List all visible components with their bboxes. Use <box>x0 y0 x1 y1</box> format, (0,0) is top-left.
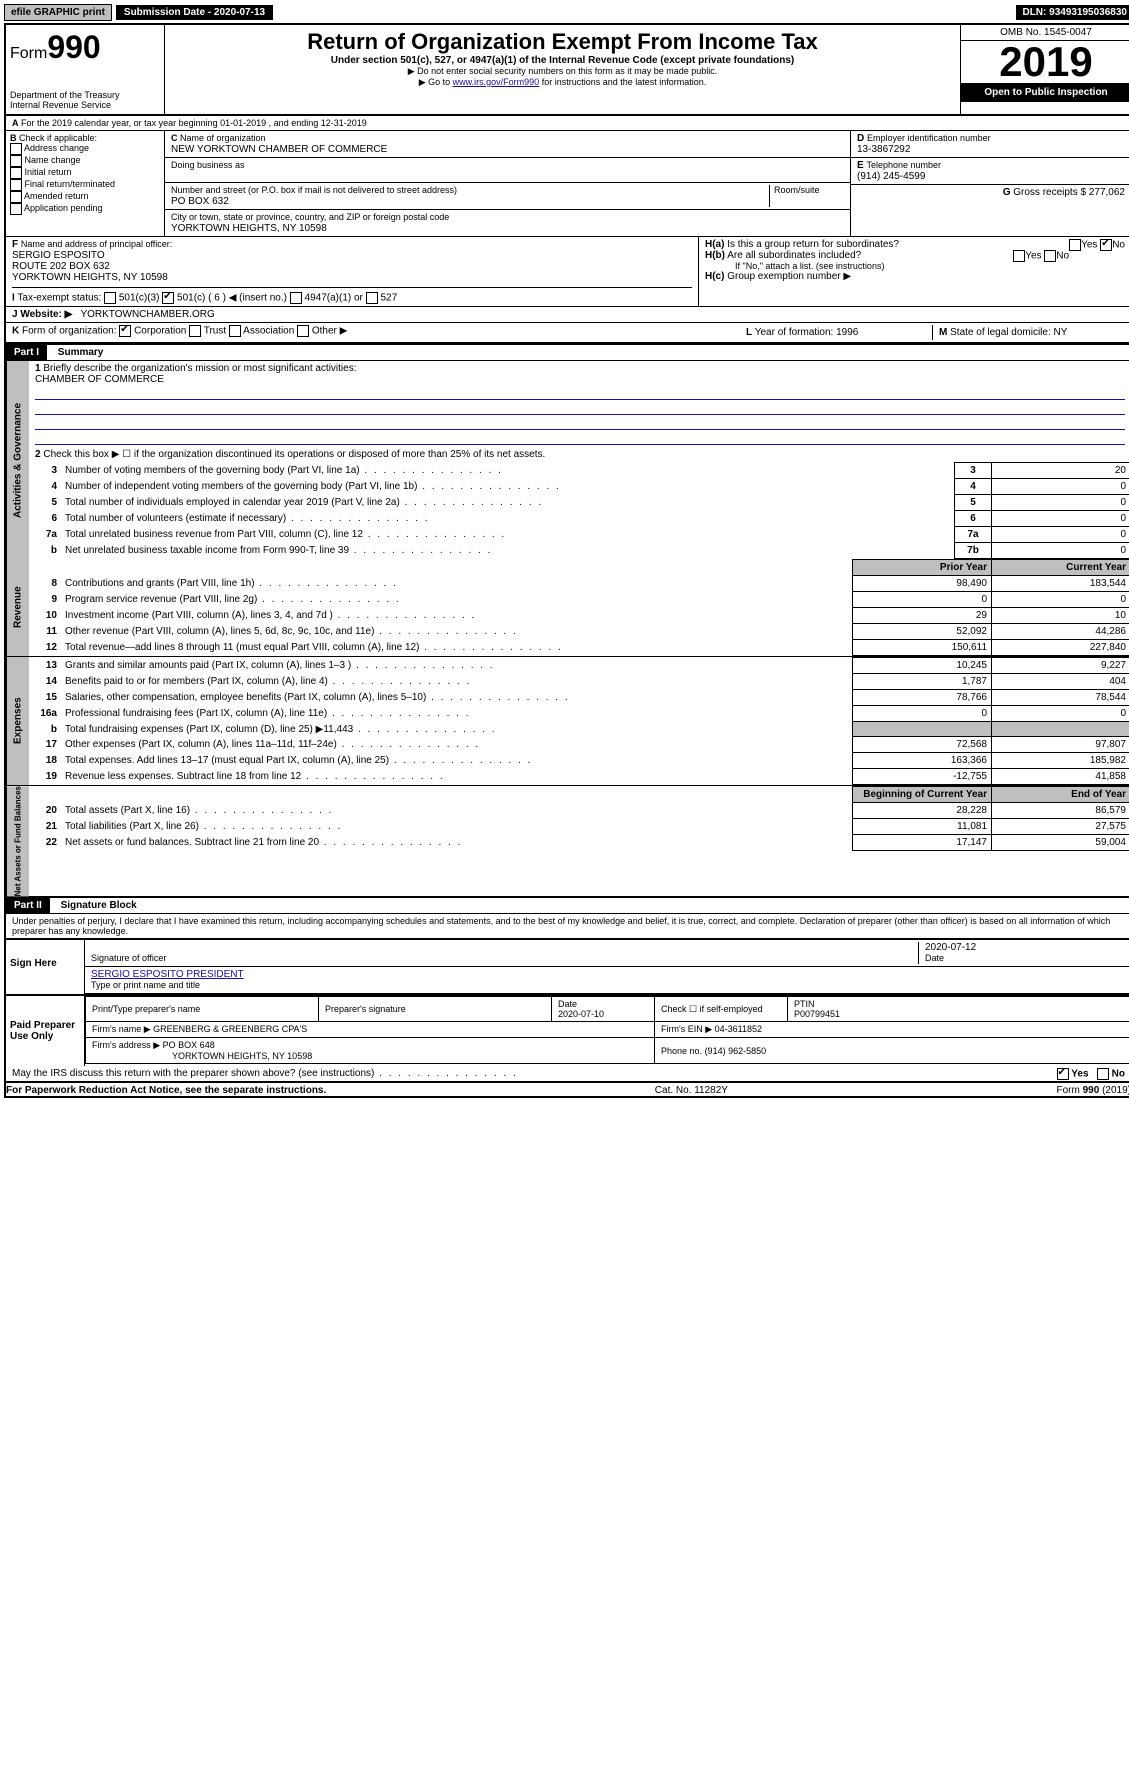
line-i: I Tax-exempt status: 501(c)(3) 501(c) ( … <box>12 287 692 304</box>
tab-revenue: Revenue <box>6 559 29 656</box>
org-city: YORKTOWN HEIGHTS, NY 10598 <box>171 223 327 234</box>
dln: DLN: 93493195036830 <box>1016 5 1129 20</box>
table-row: 11Other revenue (Part VIII, column (A), … <box>29 624 1129 640</box>
state-domicile: NY <box>1054 327 1068 338</box>
table-row: 16aProfessional fundraising fees (Part I… <box>29 706 1129 722</box>
tab-netassets: Net Assets or Fund Balances <box>6 786 29 896</box>
goto-note: ▶ Go to www.irs.gov/Form990 for instruct… <box>173 77 952 88</box>
table-row: bNet unrelated business taxable income f… <box>29 543 1129 559</box>
table-row: 21Total liabilities (Part X, line 26)11,… <box>29 819 1129 835</box>
part1-revenue: Revenue Prior YearCurrent Year 8Contribu… <box>6 559 1129 657</box>
table-row: 9Program service revenue (Part VIII, lin… <box>29 592 1129 608</box>
table-row: 7aTotal unrelated business revenue from … <box>29 527 1129 543</box>
sign-here-block: Sign Here Signature of officer 2020-07-1… <box>6 938 1129 994</box>
table-row: 5Total number of individuals employed in… <box>29 495 1129 511</box>
line-j: J Website: ▶ YORKTOWNCHAMBER.ORG <box>6 307 1129 323</box>
checkbox[interactable] <box>10 155 22 167</box>
firm-ein: 04-3611852 <box>715 1024 762 1034</box>
form-footer: For Paperwork Reduction Act Notice, see … <box>6 1082 1129 1096</box>
officer-addr1: ROUTE 202 BOX 632 <box>12 261 110 272</box>
firm-addr1: PO BOX 648 <box>163 1040 215 1050</box>
paid-preparer-label: Paid Preparer Use Only <box>6 996 85 1066</box>
ein: 13-3867292 <box>857 144 910 155</box>
ssn-note: ▶ Do not enter social security numbers o… <box>173 66 952 77</box>
table-row: 22Net assets or fund balances. Subtract … <box>29 835 1129 851</box>
table-row: bTotal fundraising expenses (Part IX, co… <box>29 722 1129 737</box>
form-ref: Form 990 (2019) <box>1057 1085 1129 1096</box>
form-container: Form990 Department of the Treasury Inter… <box>4 23 1129 1098</box>
table-row: 3Number of voting members of the governi… <box>29 463 1129 479</box>
table-row: 13Grants and similar amounts paid (Part … <box>29 658 1129 674</box>
table-row: 15Salaries, other compensation, employee… <box>29 690 1129 706</box>
firm-phone: (914) 962-5850 <box>705 1046 767 1056</box>
efile-button[interactable]: efile GRAPHIC print <box>4 4 112 21</box>
sign-date: 2020-07-12 <box>925 942 976 953</box>
table-row: 19Revenue less expenses. Subtract line 1… <box>29 769 1129 785</box>
line-a: A For the 2019 calendar year, or tax yea… <box>6 116 1129 131</box>
form-header: Form990 Department of the Treasury Inter… <box>6 25 1129 116</box>
tab-governance: Activities & Governance <box>6 361 29 559</box>
firm-name: GREENBERG & GREENBERG CPA'S <box>153 1024 307 1034</box>
checkbox[interactable] <box>10 203 22 215</box>
officer-signed[interactable]: SERGIO ESPOSITO PRESIDENT <box>91 969 244 980</box>
pra-notice: For Paperwork Reduction Act Notice, see … <box>6 1085 326 1096</box>
line-k: K Form of organization: Corporation Trus… <box>6 323 1129 343</box>
table-row: 10Investment income (Part VIII, column (… <box>29 608 1129 624</box>
officer-addr2: YORKTOWN HEIGHTS, NY 10598 <box>12 272 168 283</box>
form-title: Return of Organization Exempt From Incom… <box>173 29 952 55</box>
gross-receipts: 277,062 <box>1089 187 1125 198</box>
org-name: NEW YORKTOWN CHAMBER OF COMMERCE <box>171 144 387 155</box>
irs-label: Internal Revenue Service <box>10 100 160 110</box>
table-row: 8Contributions and grants (Part VIII, li… <box>29 576 1129 592</box>
firm-addr2: YORKTOWN HEIGHTS, NY 10598 <box>172 1051 312 1061</box>
submission-date: Submission Date - 2020-07-13 <box>116 5 273 20</box>
table-row: 18Total expenses. Add lines 13–17 (must … <box>29 753 1129 769</box>
room-suite: Room/suite <box>769 185 844 207</box>
table-row: 20Total assets (Part X, line 16)28,22886… <box>29 803 1129 819</box>
ptin: P00799451 <box>794 1009 840 1019</box>
part1-governance: Activities & Governance 1 Briefly descri… <box>6 361 1129 559</box>
part1-netassets: Net Assets or Fund Balances Beginning of… <box>6 786 1129 896</box>
tax-year: 2019 <box>961 41 1129 83</box>
cat-no: Cat. No. 11282Y <box>655 1085 728 1096</box>
f-h-block: F Name and address of principal officer:… <box>6 237 1129 307</box>
checkbox[interactable] <box>10 191 22 203</box>
checkbox[interactable] <box>10 179 22 191</box>
part1-header: Part I Summary <box>6 343 1129 361</box>
top-bar: efile GRAPHIC print Submission Date - 20… <box>4 4 1129 21</box>
discuss-line: May the IRS discuss this return with the… <box>6 1066 1129 1082</box>
checkbox[interactable] <box>10 167 22 179</box>
preparer-date: 2020-07-10 <box>558 1009 604 1019</box>
tab-expenses: Expenses <box>6 657 29 785</box>
dba: Doing business as <box>165 158 850 183</box>
checkbox[interactable] <box>10 143 22 155</box>
perjury-statement: Under penalties of perjury, I declare th… <box>6 914 1129 938</box>
part1-expenses: Expenses 13Grants and similar amounts pa… <box>6 657 1129 786</box>
form-number: Form990 <box>10 29 160 66</box>
paid-preparer-block: Paid Preparer Use Only Print/Type prepar… <box>6 994 1129 1066</box>
form-subtitle: Under section 501(c), 527, or 4947(a)(1)… <box>173 55 952 66</box>
section-b: B Check if applicable: Address change Na… <box>6 131 165 236</box>
table-row: 17Other expenses (Part IX, column (A), l… <box>29 737 1129 753</box>
website: YORKTOWNCHAMBER.ORG <box>80 309 214 320</box>
irs-link[interactable]: www.irs.gov/Form990 <box>453 77 540 87</box>
year-formation: 1996 <box>836 327 858 338</box>
officer-name: SERGIO ESPOSITO <box>12 250 105 261</box>
table-row: 4Number of independent voting members of… <box>29 479 1129 495</box>
part2-header: Part II Signature Block <box>6 896 1129 914</box>
table-row: 14Benefits paid to or for members (Part … <box>29 674 1129 690</box>
sign-here-label: Sign Here <box>6 940 85 994</box>
mission: CHAMBER OF COMMERCE <box>35 374 164 385</box>
org-address: PO BOX 632 <box>171 196 229 207</box>
self-employed-check[interactable]: Check ☐ if self-employed <box>655 997 788 1022</box>
open-public: Open to Public Inspection <box>961 83 1129 102</box>
entity-block: B Check if applicable: Address change Na… <box>6 131 1129 237</box>
dept-treasury: Department of the Treasury <box>10 90 160 100</box>
table-row: 6Total number of volunteers (estimate if… <box>29 511 1129 527</box>
table-row: 12Total revenue—add lines 8 through 11 (… <box>29 640 1129 656</box>
phone: (914) 245-4599 <box>857 171 925 182</box>
